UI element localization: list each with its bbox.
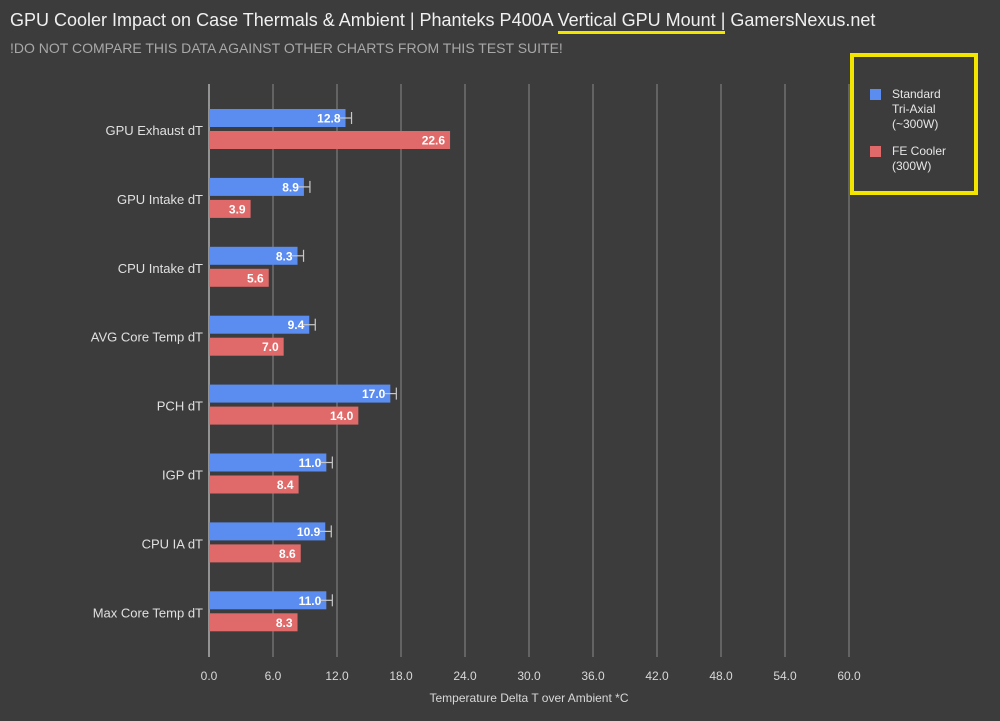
x-tick-label-10: 60.0 — [837, 669, 861, 683]
category-label-1: GPU Intake dT — [117, 192, 203, 207]
bar-s1-1 — [209, 177, 304, 196]
legend-label-standard-line3: (~300W) — [892, 117, 939, 131]
category-label-6: CPU IA dT — [142, 536, 203, 551]
legend-label-standard: Standard Tri-Axial (~300W) — [892, 87, 982, 132]
bar-s1-0 — [209, 109, 346, 127]
x-tick-label-9: 54.0 — [773, 669, 797, 683]
bar-s1-5 — [209, 453, 327, 472]
bar-s2-2 — [209, 268, 269, 287]
x-axis-label: Temperature Delta T over Ambient *C — [430, 691, 629, 705]
category-label-5: IGP dT — [162, 468, 203, 483]
chart-title: GPU Cooler Impact on Case Thermals & Amb… — [10, 10, 876, 34]
bar-s1-4 — [209, 384, 391, 403]
bar-s1-7 — [209, 591, 327, 610]
bar-label-s1-7: 11.0 — [299, 594, 322, 608]
bar-label-s1-3: 9.4 — [288, 318, 305, 332]
category-label-0: GPU Exhaust dT — [105, 123, 203, 138]
x-tick-label-7: 42.0 — [645, 669, 669, 683]
legend-label-standard-line2: Tri-Axial — [892, 102, 936, 116]
legend-swatch-fe — [870, 146, 881, 157]
bar-s2-1 — [209, 199, 251, 218]
bar-s2-0 — [209, 131, 451, 149]
bar-s2-6 — [209, 544, 301, 563]
legend-swatch-standard — [870, 89, 881, 100]
x-tick-label-5: 30.0 — [517, 669, 541, 683]
legend-label-fe-line1: FE Cooler — [892, 144, 947, 158]
bar-label-s1-6: 10.9 — [297, 525, 321, 539]
bar-label-s1-2: 8.3 — [276, 249, 293, 263]
bar-label-s2-2: 5.6 — [247, 271, 264, 285]
bar-label-s1-1: 8.9 — [282, 180, 299, 194]
legend-label-fe-line2: (300W) — [892, 159, 932, 173]
bar-label-s2-0: 22.6 — [422, 134, 446, 148]
chart-title-suffix: GamersNexus.net — [725, 10, 876, 30]
category-label-4: PCH dT — [157, 399, 203, 414]
legend: Standard Tri-Axial (~300W) FE Cooler (30… — [850, 53, 978, 195]
x-tick-label-4: 24.0 — [453, 669, 477, 683]
bar-s2-3 — [209, 337, 284, 356]
bar-label-s2-4: 14.0 — [330, 409, 354, 423]
bar-s1-2 — [209, 246, 298, 265]
x-tick-label-6: 36.0 — [581, 669, 605, 683]
bar-label-s2-1: 3.9 — [229, 202, 246, 216]
category-label-7: Max Core Temp dT — [93, 605, 203, 620]
bar-s1-3 — [209, 315, 310, 334]
legend-label-standard-line1: Standard — [892, 87, 941, 101]
x-tick-label-3: 18.0 — [389, 669, 413, 683]
x-tick-label-2: 12.0 — [325, 669, 349, 683]
legend-label-fe: FE Cooler (300W) — [892, 144, 982, 174]
category-label-2: CPU Intake dT — [118, 261, 203, 276]
bar-s2-7 — [209, 613, 298, 632]
bar-label-s1-4: 17.0 — [362, 387, 386, 401]
x-tick-label-8: 48.0 — [709, 669, 733, 683]
bar-s1-6 — [209, 522, 326, 541]
bar-label-s2-3: 7.0 — [262, 340, 279, 354]
category-label-3: AVG Core Temp dT — [91, 330, 203, 345]
x-tick-label-1: 6.0 — [265, 669, 282, 683]
bar-label-s1-5: 11.0 — [299, 456, 322, 470]
x-tick-label-0: 0.0 — [201, 669, 218, 683]
chart-subtitle: !DO NOT COMPARE THIS DATA AGAINST OTHER … — [10, 40, 563, 56]
bar-label-s2-5: 8.4 — [277, 478, 294, 492]
bar-label-s1-0: 12.8 — [317, 112, 341, 126]
bar-label-s2-7: 8.3 — [276, 616, 293, 630]
chart-title-prefix: GPU Cooler Impact on Case Thermals & Amb… — [10, 10, 558, 30]
bar-label-s2-6: 8.6 — [279, 547, 296, 561]
bar-s2-4 — [209, 406, 359, 425]
chart-title-highlight: Vertical GPU Mount | — [557, 10, 726, 34]
bar-s2-5 — [209, 475, 299, 494]
